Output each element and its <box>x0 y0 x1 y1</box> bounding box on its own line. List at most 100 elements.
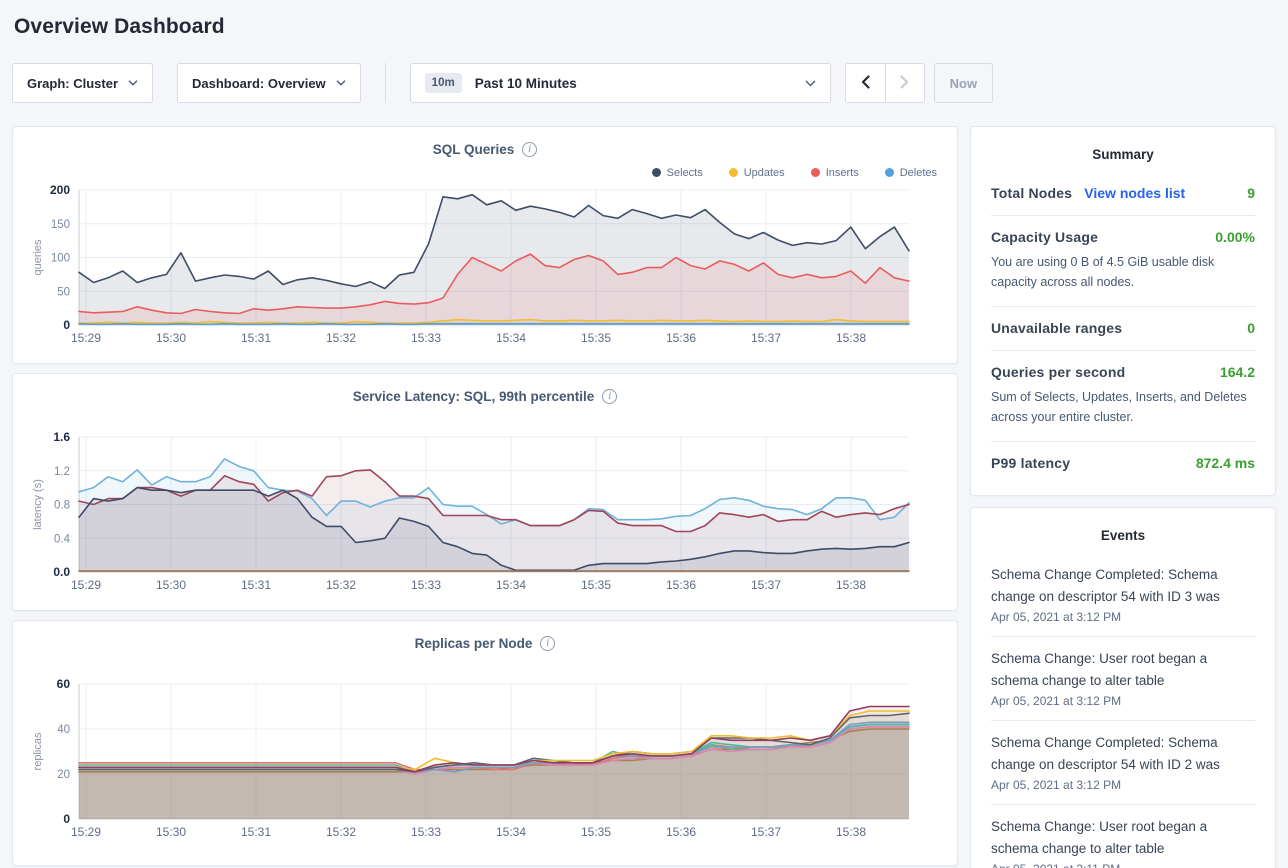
legend-dot <box>884 168 894 177</box>
series-line-Deletes <box>78 322 910 326</box>
event-text: Schema Change Completed: Schema change o… <box>991 567 1220 604</box>
summary-label: Unavailable ranges <box>991 320 1123 336</box>
sql-queries-chart[interactable]: 0 50 100 150 200 15:29 15:30 15:31 15:32 15:33 15:… <box>29 182 941 354</box>
view-nodes-list-link[interactable]: View nodes list <box>1084 185 1186 201</box>
summary-label: P99 latency <box>991 455 1071 471</box>
x-tick-label: 15:37 <box>751 331 781 345</box>
now-button[interactable]: Now <box>933 63 994 103</box>
info-icon[interactable]: i <box>522 141 538 157</box>
summary-value: 9 <box>1247 185 1255 201</box>
info-icon[interactable]: i <box>540 635 556 651</box>
time-next-button[interactable] <box>884 64 924 102</box>
event-item: Schema Change Completed: Schema change o… <box>991 553 1255 637</box>
sql-queries-chart-card: SQL Queries i Selects Updates Inserts <box>12 126 958 364</box>
event-text: Schema Change: User root began a schema … <box>991 819 1208 856</box>
legend-item-updates: Updates <box>728 165 785 180</box>
x-tick-label: 15:33 <box>411 331 441 345</box>
summary-row-total-nodes: Total Nodes View nodes list 9 <box>991 172 1255 216</box>
y-tick-label: 0.8 <box>54 500 70 512</box>
dashboard-dropdown-label: Dashboard: Overview <box>192 75 326 91</box>
x-tick-label: 15:31 <box>241 331 271 345</box>
y-axis-label: replicas <box>32 732 44 770</box>
y-tick-label: 150 <box>51 219 70 231</box>
chart-canvas: 0 20 40 60 15:29 15:30 15:31 15:32 15:33 15:34 15:… <box>32 677 910 839</box>
x-tick-label: 15:36 <box>666 578 696 592</box>
time-prev-button[interactable] <box>845 64 885 102</box>
chevron-down-icon <box>805 80 816 87</box>
y-tick-label: 40 <box>57 724 70 736</box>
legend-dot <box>810 168 820 177</box>
x-tick-label: 15:38 <box>836 331 866 345</box>
series-area-3 <box>79 724 909 819</box>
summary-row-queries-per-second: Queries per second 164.2 Sum of Selects,… <box>991 351 1255 442</box>
legend-dot <box>651 168 661 177</box>
x-tick-label: 15:34 <box>496 825 526 839</box>
summary-row-capacity-usage: Capacity Usage 0.00% You are using 0 B o… <box>991 216 1255 307</box>
event-text: Schema Change: User root began a schema … <box>991 651 1208 688</box>
series-line-Updates <box>78 318 910 324</box>
series-line-0 <box>78 458 910 527</box>
chart-legend-empty <box>29 412 941 427</box>
y-tick-label: 60 <box>57 677 71 691</box>
x-tick-label: 15:34 <box>496 578 526 592</box>
y-tick-label: 1.6 <box>53 430 70 444</box>
summary-title: Summary <box>1092 147 1154 162</box>
x-tick-label: 15:32 <box>326 825 356 839</box>
time-range-selector[interactable]: 10m Past 10 Minutes <box>409 63 831 103</box>
event-timestamp: Apr 05, 2021 at 3:12 PM <box>991 694 1122 708</box>
event-timestamp: Apr 05, 2021 at 3:11 PM <box>991 862 1255 868</box>
x-tick-label: 15:34 <box>496 331 526 345</box>
summary-description: You are using 0 B of 4.5 GiB usable disk… <box>991 255 1215 289</box>
dashboard-dropdown[interactable]: Dashboard: Overview <box>177 63 361 103</box>
x-tick-label: 15:30 <box>156 578 186 592</box>
sidebar: Summary Total Nodes View nodes list 9 Ca… <box>970 126 1276 868</box>
summary-label: Queries per second <box>991 364 1126 380</box>
series-line-2 <box>78 486 910 572</box>
series-area-2 <box>79 724 909 819</box>
chevron-down-icon <box>336 80 346 86</box>
y-tick-label: 20 <box>57 769 70 781</box>
y-tick-label: 100 <box>51 253 70 265</box>
x-tick-label: 15:29 <box>71 331 101 345</box>
summary-panel: Summary Total Nodes View nodes list 9 Ca… <box>970 126 1276 496</box>
y-tick-label: 0.4 <box>54 533 71 545</box>
x-tick-label: 15:32 <box>326 331 356 345</box>
graph-dropdown[interactable]: Graph: Cluster <box>12 63 154 103</box>
summary-row-p99-latency: P99 latency 872.4 ms <box>991 442 1255 485</box>
x-tick-label: 15:35 <box>581 825 611 839</box>
event-text: Schema Change Completed: Schema change o… <box>991 735 1220 772</box>
x-tick-label: 15:29 <box>71 825 101 839</box>
event-item: Schema Change: User root began a schema … <box>991 805 1255 868</box>
page-title: Overview Dashboard <box>14 15 225 38</box>
y-tick-label: 50 <box>57 286 70 298</box>
chart-title: Replicas per Node <box>414 635 533 651</box>
series-area-2 <box>79 254 909 325</box>
chart-legend-empty <box>29 659 941 674</box>
y-axis-label: latency (s) <box>32 479 44 530</box>
time-range-label: Past 10 Minutes <box>474 75 577 91</box>
series-area-0 <box>79 194 909 325</box>
event-timestamp: Apr 05, 2021 at 3:12 PM <box>991 778 1122 792</box>
chart-canvas: 0.0 0.4 0.8 1.2 1.6 15:29 15:30 15:31 15:32 15:33… <box>32 430 910 592</box>
toolbar-divider <box>384 63 386 103</box>
replicas-per-node-chart[interactable]: 0 20 40 60 15:29 15:30 15:31 15:32 15:33 15:34 15:… <box>29 676 941 848</box>
legend-item-selects: Selects <box>651 165 703 180</box>
legend-label: Updates <box>743 166 785 179</box>
x-tick-label: 15:33 <box>411 825 441 839</box>
charts-column: SQL Queries i Selects Updates Inserts <box>12 126 958 866</box>
series-area-6 <box>79 713 909 819</box>
series-line-8 <box>78 705 910 773</box>
chart-canvas: 0 50 100 150 200 15:29 15:30 15:31 15:32 15:33 15:… <box>32 183 910 345</box>
chevron-right-icon <box>900 74 909 92</box>
chart-title: Service Latency: SQL, 99th percentile <box>352 388 595 404</box>
legend-dot <box>728 168 738 177</box>
x-tick-label: 15:30 <box>156 331 186 345</box>
summary-value: 0 <box>1247 320 1255 336</box>
x-tick-label: 15:38 <box>836 825 866 839</box>
summary-value: 0.00% <box>1215 229 1255 245</box>
series-area-2 <box>79 487 909 572</box>
service-latency-chart[interactable]: 0.0 0.4 0.8 1.2 1.6 15:29 15:30 15:31 15:32 15:33… <box>29 429 941 601</box>
info-icon[interactable]: i <box>602 388 618 404</box>
series-area-0 <box>79 729 909 819</box>
